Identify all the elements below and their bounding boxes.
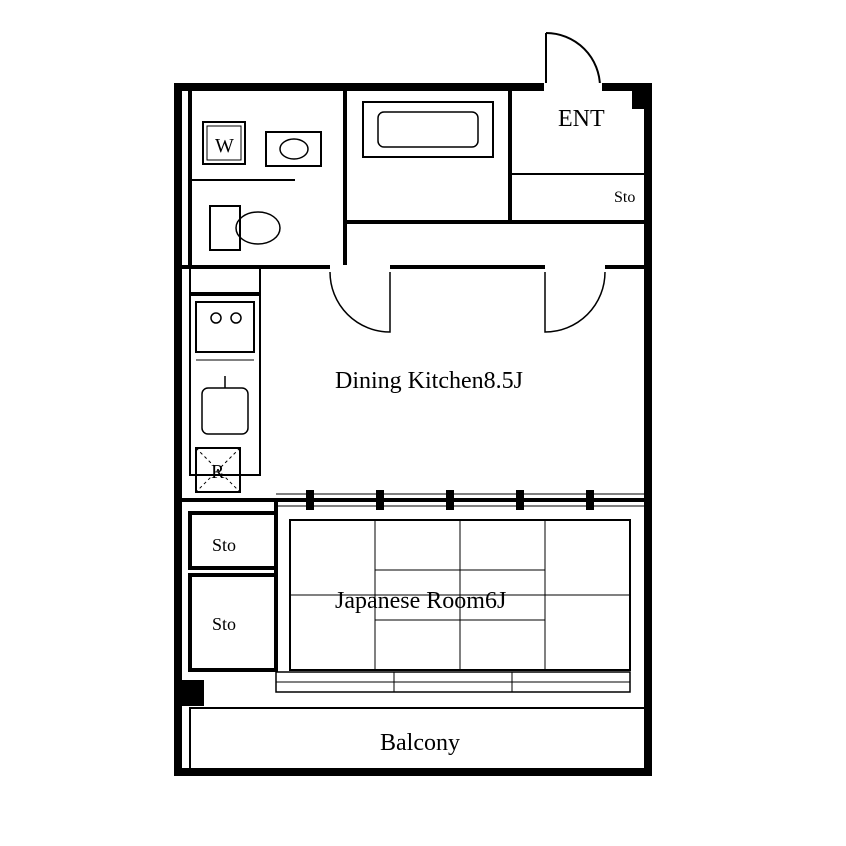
- balcony-label: Balcony: [380, 730, 460, 756]
- kitchen-label: Dining Kitchen8.5J: [335, 368, 523, 394]
- sto2-label: Sto: [212, 614, 236, 634]
- wc-area: [190, 87, 345, 267]
- bath: [345, 87, 510, 222]
- entrance-label: ENT: [558, 106, 605, 132]
- floor-plan: ENT Sto W R Dining Kitchen8.5J Japanese Room6…: [0, 0, 846, 846]
- sto1-label: Sto: [212, 535, 236, 555]
- fridge-label: R: [211, 461, 225, 483]
- : [190, 267, 260, 293]
- washer-label: W: [215, 135, 234, 157]
- ent-sto-label: Sto: [614, 189, 635, 206]
- : [196, 302, 254, 352]
- bathtub: [363, 102, 493, 157]
- : [266, 132, 321, 166]
- jroom-label: Japanese Room6J: [335, 588, 506, 614]
